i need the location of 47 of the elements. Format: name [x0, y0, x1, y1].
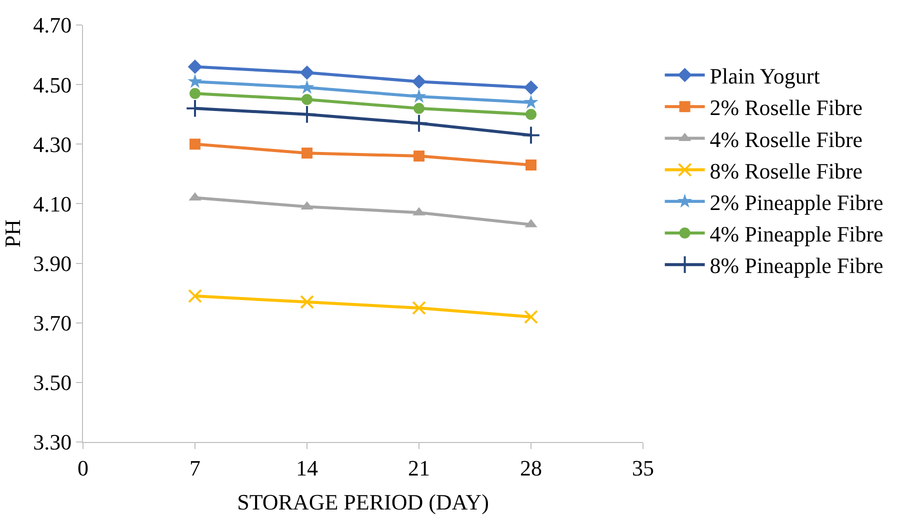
legend-label: 4% Pineapple Fibre	[710, 222, 884, 247]
point	[300, 66, 314, 80]
y-tick-label: 4.10	[33, 191, 72, 216]
point	[522, 126, 540, 145]
point	[412, 300, 426, 315]
legend-label: 4% Roselle Fibre	[710, 126, 863, 152]
y-tick-label: 4.70	[33, 12, 72, 38]
point	[412, 74, 426, 89]
point	[524, 310, 538, 324]
legend-label: 2% Roselle Fibre	[710, 95, 863, 120]
x-tick-label: 28	[520, 455, 542, 480]
point	[300, 295, 314, 310]
y-tick-label: 4.50	[33, 72, 72, 98]
point	[188, 60, 202, 74]
point	[188, 289, 202, 304]
point	[412, 88, 426, 103]
x-tick-label: 14	[296, 455, 318, 480]
legend-label: Plain Yogurt	[710, 64, 820, 89]
point	[524, 80, 538, 95]
y-tick-label: 3.30	[33, 430, 72, 455]
point	[300, 80, 314, 94]
x-tick-label: 7	[190, 455, 200, 480]
x-tick-label: 35	[632, 455, 654, 480]
point	[302, 148, 312, 159]
y-tick-label: 3.90	[33, 250, 72, 276]
legend-label: 2% Pineapple Fibre	[710, 190, 884, 215]
point	[410, 114, 428, 133]
point	[526, 108, 536, 120]
legend-label: 8% Pineapple Fibre	[710, 253, 884, 278]
y-tick-label: 3.70	[33, 310, 72, 336]
y-axis-title: PH	[0, 219, 25, 248]
point	[526, 159, 536, 170]
point	[190, 138, 200, 150]
y-tick-label: 3.50	[33, 370, 72, 396]
point	[298, 104, 316, 124]
y-tick-label: 4.30	[33, 132, 72, 157]
point	[414, 150, 424, 162]
x-axis-title: STORAGE PERIOD (DAY)	[237, 489, 489, 514]
point	[190, 88, 200, 100]
point	[414, 102, 424, 114]
point	[188, 74, 202, 88]
legend-label: 8% Roselle Fibre	[710, 158, 863, 184]
point	[186, 99, 204, 118]
point	[302, 94, 312, 105]
x-tick-label: 21	[408, 455, 430, 480]
x-tick-label: 0	[78, 455, 88, 480]
point	[524, 94, 538, 109]
